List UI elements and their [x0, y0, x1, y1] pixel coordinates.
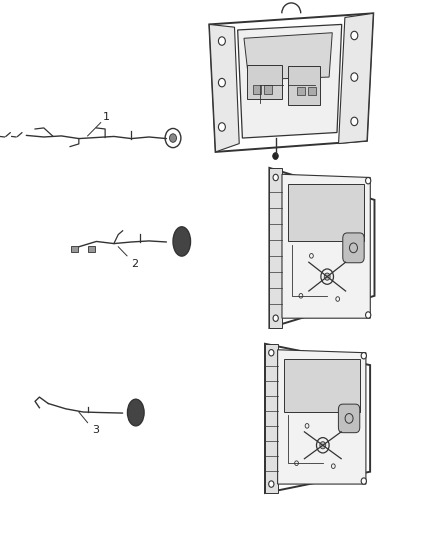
Polygon shape — [238, 25, 342, 138]
Circle shape — [361, 352, 367, 359]
Circle shape — [273, 315, 278, 321]
Circle shape — [351, 117, 358, 126]
Circle shape — [219, 78, 226, 87]
Circle shape — [351, 73, 358, 82]
Circle shape — [366, 177, 371, 184]
Bar — [288, 184, 364, 241]
Polygon shape — [265, 344, 278, 493]
Text: 1: 1 — [103, 111, 110, 122]
FancyBboxPatch shape — [343, 233, 364, 263]
Text: 3: 3 — [92, 425, 99, 435]
Text: 2: 2 — [131, 259, 138, 269]
Circle shape — [273, 174, 278, 181]
Bar — [288, 66, 320, 105]
Polygon shape — [209, 25, 239, 152]
Bar — [88, 246, 95, 252]
Bar — [71, 246, 78, 252]
Polygon shape — [244, 33, 332, 80]
Polygon shape — [269, 168, 282, 328]
Bar — [247, 64, 282, 99]
Circle shape — [361, 478, 367, 484]
Circle shape — [320, 442, 326, 449]
Ellipse shape — [127, 399, 144, 426]
Polygon shape — [278, 350, 366, 484]
Polygon shape — [339, 13, 373, 143]
Bar — [308, 87, 316, 95]
Circle shape — [219, 123, 226, 131]
Ellipse shape — [173, 227, 191, 256]
Circle shape — [170, 134, 177, 142]
Circle shape — [268, 350, 274, 356]
Circle shape — [273, 152, 278, 159]
Bar — [297, 87, 305, 95]
Bar — [253, 85, 261, 94]
Circle shape — [219, 37, 226, 45]
Circle shape — [351, 31, 358, 40]
Polygon shape — [282, 174, 370, 318]
Circle shape — [366, 312, 371, 318]
Circle shape — [268, 481, 274, 487]
FancyBboxPatch shape — [339, 404, 360, 433]
Bar — [284, 359, 360, 413]
Bar — [264, 85, 272, 94]
Circle shape — [324, 273, 330, 280]
